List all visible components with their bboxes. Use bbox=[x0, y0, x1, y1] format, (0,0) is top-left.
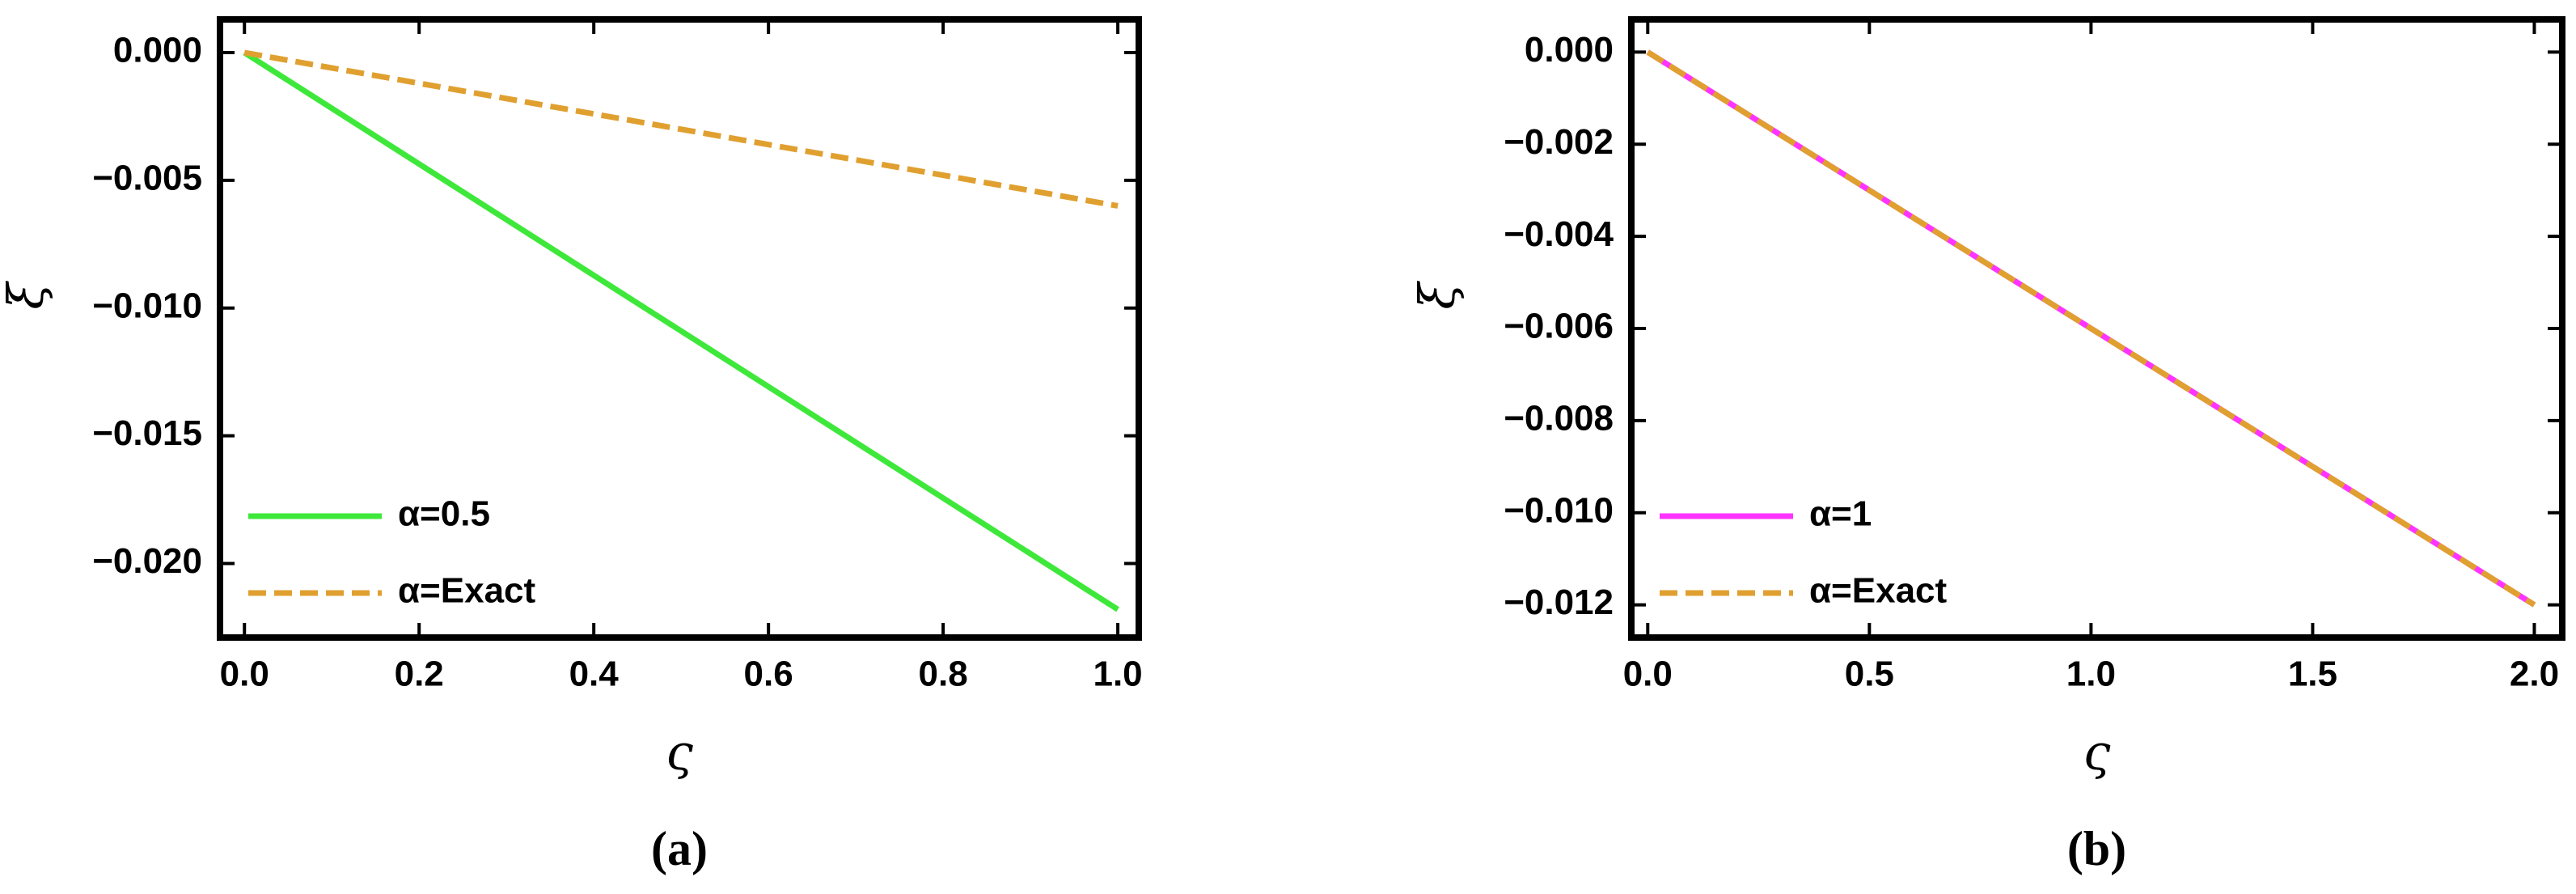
y-tick-label: −0.015 bbox=[92, 413, 202, 453]
x-tick-label: 0.4 bbox=[569, 655, 620, 694]
y-tick-label: −0.008 bbox=[1504, 398, 1614, 438]
plot-frame bbox=[217, 16, 1142, 641]
y-tick-label: −0.002 bbox=[1504, 122, 1614, 162]
y-tick-label: −0.006 bbox=[1504, 307, 1614, 346]
series-line bbox=[1646, 49, 2536, 608]
x-tick-label: 2.0 bbox=[2510, 655, 2559, 694]
x-axis-label: ς bbox=[2083, 725, 2111, 782]
y-tick-label: −0.020 bbox=[92, 541, 202, 581]
x-tick-label: 0.5 bbox=[1845, 655, 1894, 694]
x-tick-label: 0.0 bbox=[1623, 655, 1673, 694]
x-tick-label: 0.8 bbox=[919, 655, 968, 694]
y-tick-label: 0.000 bbox=[1525, 30, 1614, 70]
x-tick-label: 0.2 bbox=[395, 655, 444, 694]
x-tick-label: 1.0 bbox=[1093, 655, 1142, 694]
caption: (b) bbox=[2067, 822, 2126, 875]
y-tick-label: −0.010 bbox=[1504, 490, 1614, 530]
y-tick-label: −0.004 bbox=[1504, 214, 1614, 254]
legend-label: α=Exact bbox=[398, 571, 536, 611]
series-line bbox=[243, 49, 1119, 209]
y-tick-label: 0.000 bbox=[113, 31, 202, 70]
x-tick-label: 1.5 bbox=[2288, 655, 2337, 694]
y-tick-label: −0.005 bbox=[92, 159, 202, 198]
y-axis-label: ξ bbox=[1410, 281, 1466, 310]
y-axis-label: ξ bbox=[0, 281, 55, 310]
y-tick-label: −0.012 bbox=[1504, 583, 1614, 622]
x-tick-label: 0.6 bbox=[744, 655, 793, 694]
series-line bbox=[243, 50, 1119, 612]
x-tick-label: 1.0 bbox=[2066, 655, 2116, 694]
legend-label: α=Exact bbox=[1809, 571, 1948, 611]
y-tick-label: −0.010 bbox=[92, 286, 202, 325]
caption: (a) bbox=[651, 822, 708, 875]
x-axis-label: ς bbox=[666, 725, 693, 782]
x-tick-label: 0.0 bbox=[220, 655, 269, 694]
plot-frame bbox=[1628, 16, 2565, 641]
legend-label: α=1 bbox=[1809, 494, 1872, 534]
legend-label: α=0.5 bbox=[398, 494, 490, 534]
